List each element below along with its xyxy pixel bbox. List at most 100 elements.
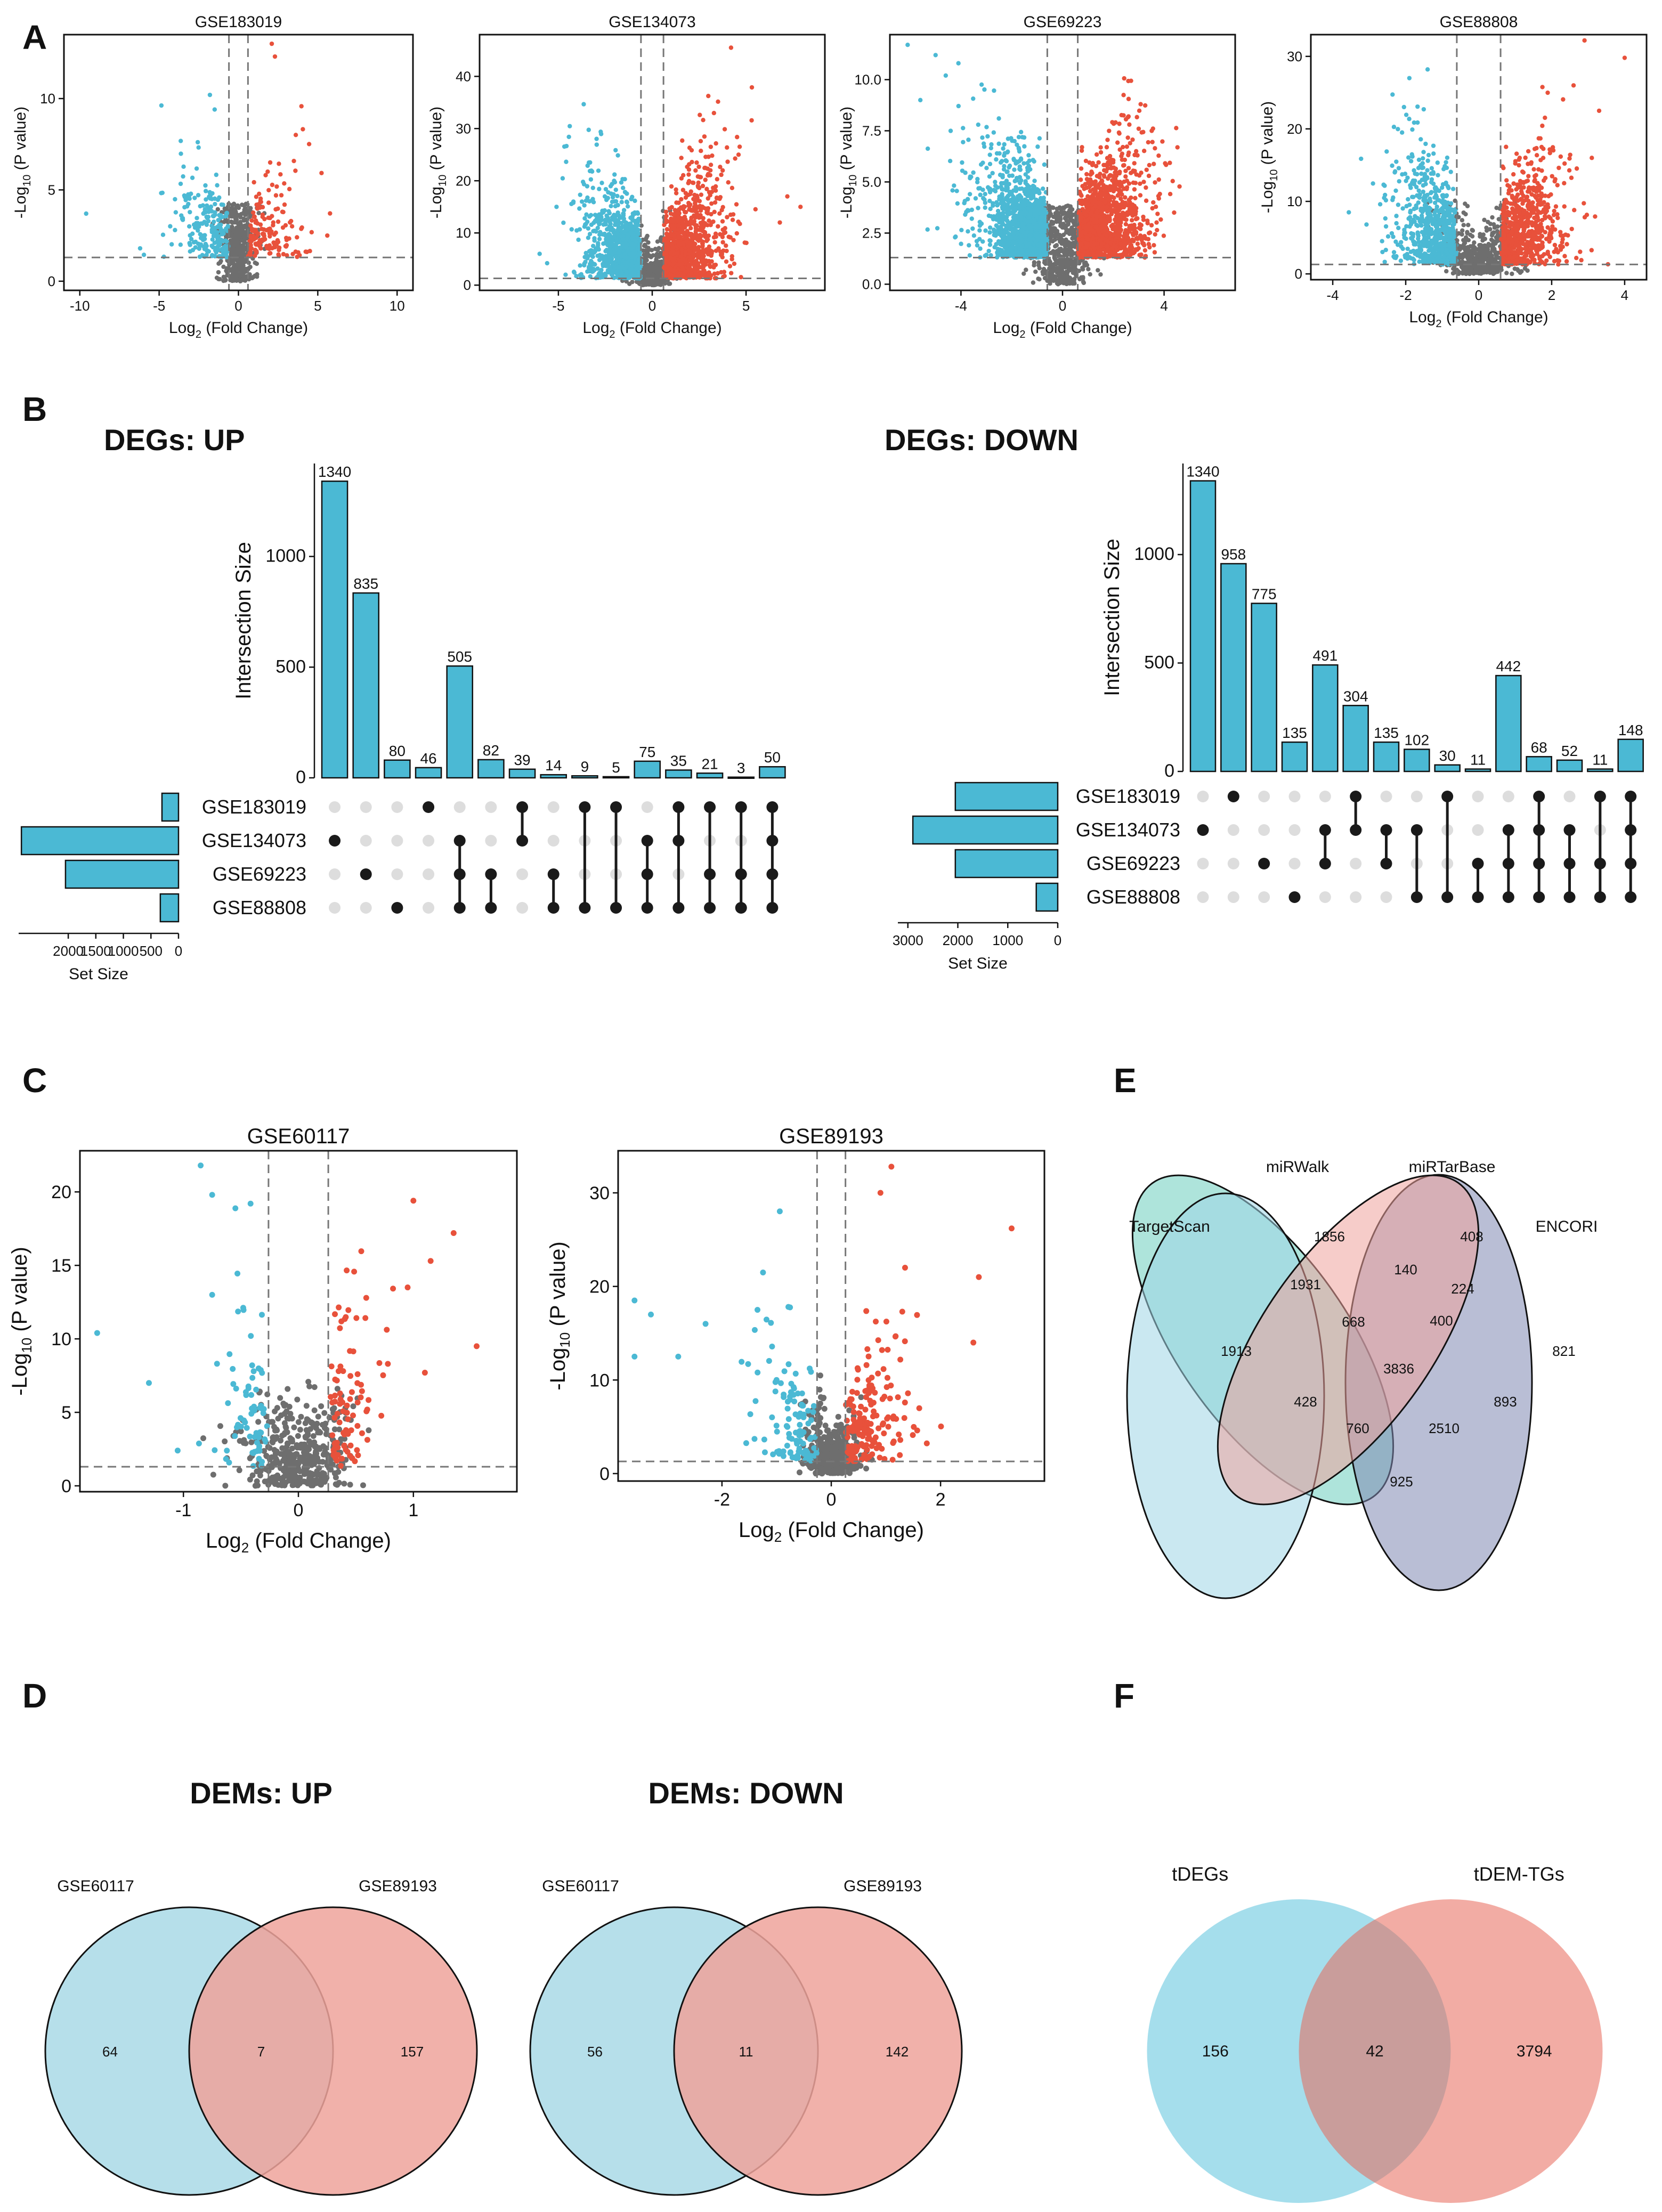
point-down	[634, 262, 639, 267]
point-up	[707, 270, 711, 275]
point-down	[589, 168, 594, 173]
point-down	[604, 196, 610, 200]
point-down	[578, 263, 582, 268]
point-up	[260, 212, 265, 217]
point-up	[283, 244, 289, 249]
point-down	[217, 237, 222, 242]
point-down	[191, 222, 197, 227]
point-down	[585, 256, 590, 261]
point-down	[612, 230, 617, 235]
point-up	[1119, 112, 1124, 118]
point-up	[700, 204, 705, 209]
point-down	[628, 222, 633, 227]
point-down	[213, 254, 217, 259]
point-up	[721, 270, 727, 274]
point-up	[667, 206, 672, 211]
point-up	[672, 250, 677, 256]
point-up	[255, 231, 260, 237]
point-up	[671, 219, 676, 224]
point-down	[625, 204, 630, 209]
point-ns	[234, 275, 239, 280]
point-up	[720, 255, 725, 259]
point-ns	[1086, 267, 1091, 272]
point-up	[1146, 140, 1151, 145]
point-ns	[1066, 204, 1071, 208]
point-up	[679, 197, 684, 202]
point-ns	[1059, 262, 1064, 266]
point-down	[597, 237, 602, 241]
point-ns	[234, 242, 239, 247]
point-ns	[1057, 265, 1063, 271]
point-down	[631, 226, 636, 232]
point-ns	[1064, 281, 1069, 287]
point-up	[293, 168, 298, 173]
point-down	[588, 177, 594, 182]
point-up	[713, 262, 718, 267]
point-down	[213, 213, 217, 217]
point-up	[1147, 230, 1153, 235]
point-up	[720, 240, 725, 245]
point-down	[214, 172, 219, 177]
point-ns	[1069, 207, 1075, 212]
point-up	[724, 243, 728, 248]
point-ns	[230, 261, 234, 266]
point-up	[1123, 195, 1128, 200]
point-ns	[651, 278, 656, 283]
point-down	[611, 234, 616, 240]
point-up	[307, 249, 312, 254]
point-ns	[254, 261, 260, 266]
point-down	[196, 193, 201, 198]
point-up	[674, 200, 679, 205]
point-up	[283, 235, 289, 240]
point-down	[178, 242, 183, 247]
point-up	[1126, 96, 1131, 101]
point-up	[1120, 157, 1125, 162]
point-down	[221, 245, 226, 250]
point-down	[621, 237, 626, 242]
point-ns	[242, 212, 248, 217]
point-up	[674, 191, 679, 196]
point-up	[686, 200, 691, 206]
point-up	[249, 218, 254, 223]
point-ns	[238, 268, 244, 273]
point-down	[612, 180, 618, 185]
point-up	[266, 246, 272, 251]
point-down	[561, 220, 566, 225]
point-down	[617, 233, 622, 238]
point-down	[202, 233, 207, 238]
point-ns	[233, 266, 238, 272]
point-down	[579, 199, 585, 204]
point-up	[721, 248, 726, 253]
point-up	[715, 177, 719, 182]
point-up	[1098, 145, 1103, 150]
point-down	[198, 232, 202, 237]
point-up	[677, 262, 682, 267]
point-ns	[1069, 214, 1074, 219]
point-down	[209, 209, 214, 214]
point-up	[725, 215, 729, 219]
point-up	[254, 194, 259, 199]
point-up	[1119, 181, 1124, 186]
point-down	[635, 229, 639, 234]
point-ns	[234, 212, 239, 217]
point-down	[188, 209, 192, 215]
point-down	[204, 214, 209, 219]
point-up	[272, 54, 278, 59]
point-ns	[241, 263, 246, 269]
point-down	[585, 163, 590, 168]
point-ns	[1033, 269, 1038, 274]
point-up	[730, 217, 735, 222]
point-down	[574, 228, 579, 233]
point-up	[1154, 220, 1159, 225]
point-ns	[1049, 238, 1053, 243]
point-ns	[1061, 250, 1067, 255]
point-up	[1139, 130, 1144, 135]
point-up	[281, 209, 286, 215]
point-down	[596, 168, 601, 173]
point-up	[725, 159, 730, 164]
point-ns	[1056, 282, 1060, 287]
point-ns	[642, 269, 647, 274]
point-down	[590, 243, 596, 248]
point-down	[587, 214, 592, 219]
point-up	[1078, 177, 1083, 182]
